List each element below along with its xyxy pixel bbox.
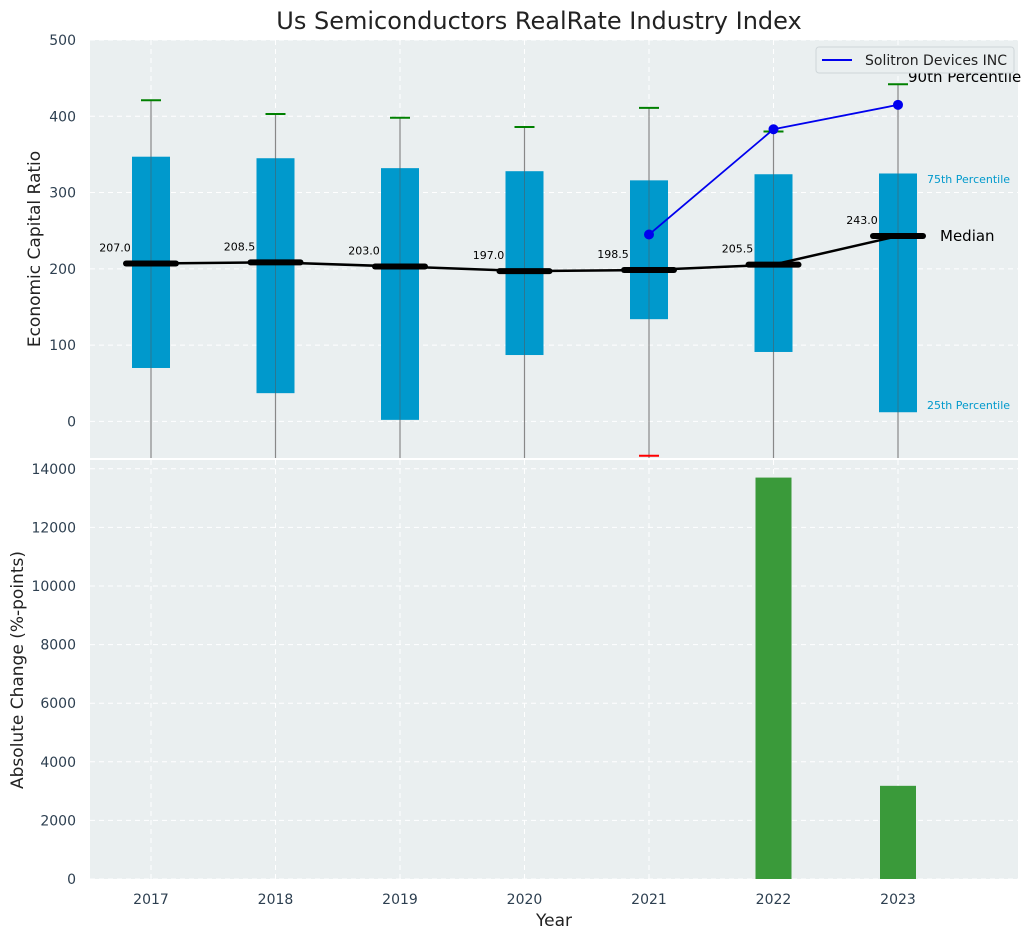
top-y-tick-label: 200 xyxy=(49,262,76,278)
median-value-label: 197.0 xyxy=(473,249,505,262)
chart-title: Us Semiconductors RealRate Industry Inde… xyxy=(276,7,801,35)
median-value-label: 198.5 xyxy=(597,248,629,261)
median-value-label: 208.5 xyxy=(224,240,256,253)
change-bar xyxy=(880,785,916,879)
top-y-tick-labels: 0 100 200 300 400 500 xyxy=(49,33,76,430)
annotation-median: Median xyxy=(940,227,995,245)
legend-box xyxy=(815,46,1015,74)
x-tick-label: 2019 xyxy=(382,892,418,908)
bottom-y-tick-label: 6000 xyxy=(40,696,76,712)
x-tick-label: 2020 xyxy=(507,892,543,908)
legend-label: Solitron Devices INC xyxy=(865,53,1007,69)
annotation-25th-percentile: 25th Percentile xyxy=(927,399,1010,412)
x-tick-label: 2023 xyxy=(880,892,916,908)
annotation-75th-percentile: 75th Percentile xyxy=(927,173,1010,186)
series-point xyxy=(768,124,779,135)
bottom-y-tick-label: 12000 xyxy=(31,520,76,536)
series-point xyxy=(644,229,654,240)
bar-group xyxy=(755,477,916,879)
change-bar xyxy=(755,477,792,879)
bottom-y-tick-label: 14000 xyxy=(31,462,76,478)
series-point xyxy=(893,99,903,110)
x-tick-label: 2017 xyxy=(133,892,169,908)
top-y-tick-label: 500 xyxy=(49,33,76,49)
x-tick-label: 2021 xyxy=(631,892,667,908)
top-y-tick-label: 100 xyxy=(49,338,76,354)
bottom-y-axis-label: Absolute Change (%-points) xyxy=(8,551,28,789)
bottom-y-tick-label: 8000 xyxy=(40,638,76,654)
bottom-y-tick-label: 0 xyxy=(67,872,76,888)
bottom-y-tick-label: 10000 xyxy=(31,579,76,595)
median-line-group: 207.0 208.5 203.0 197.0 198.5 205.5 243.0 xyxy=(99,214,926,275)
top-y-tick-label: 400 xyxy=(49,109,76,125)
top-y-axis-label: Economic Capital Ratio xyxy=(25,151,45,347)
x-tick-label: 2018 xyxy=(258,892,294,908)
legend: Solitron Devices INC xyxy=(815,46,1015,74)
bottom-y-tick-label: 4000 xyxy=(40,755,76,771)
bottom-plot-area xyxy=(90,460,1018,879)
top-y-tick-label: 0 xyxy=(67,414,76,430)
x-tick-label: 2022 xyxy=(756,892,792,908)
series-group xyxy=(644,99,903,240)
bottom-y-tick-label: 2000 xyxy=(40,813,76,829)
median-value-label: 203.0 xyxy=(348,245,380,258)
bottom-y-tick-labels: 0 2000 4000 6000 8000 10000 12000 14000 xyxy=(31,462,76,888)
top-plot-area xyxy=(90,40,1018,458)
median-value-label: 207.0 xyxy=(99,241,131,254)
top-y-tick-label: 300 xyxy=(49,186,76,202)
x-tick-labels: 2017 2018 2019 2020 2021 2022 2023 xyxy=(133,892,916,908)
median-value-label: 243.0 xyxy=(846,214,878,227)
x-axis-label: Year xyxy=(535,911,572,931)
median-value-label: 205.5 xyxy=(722,243,754,256)
